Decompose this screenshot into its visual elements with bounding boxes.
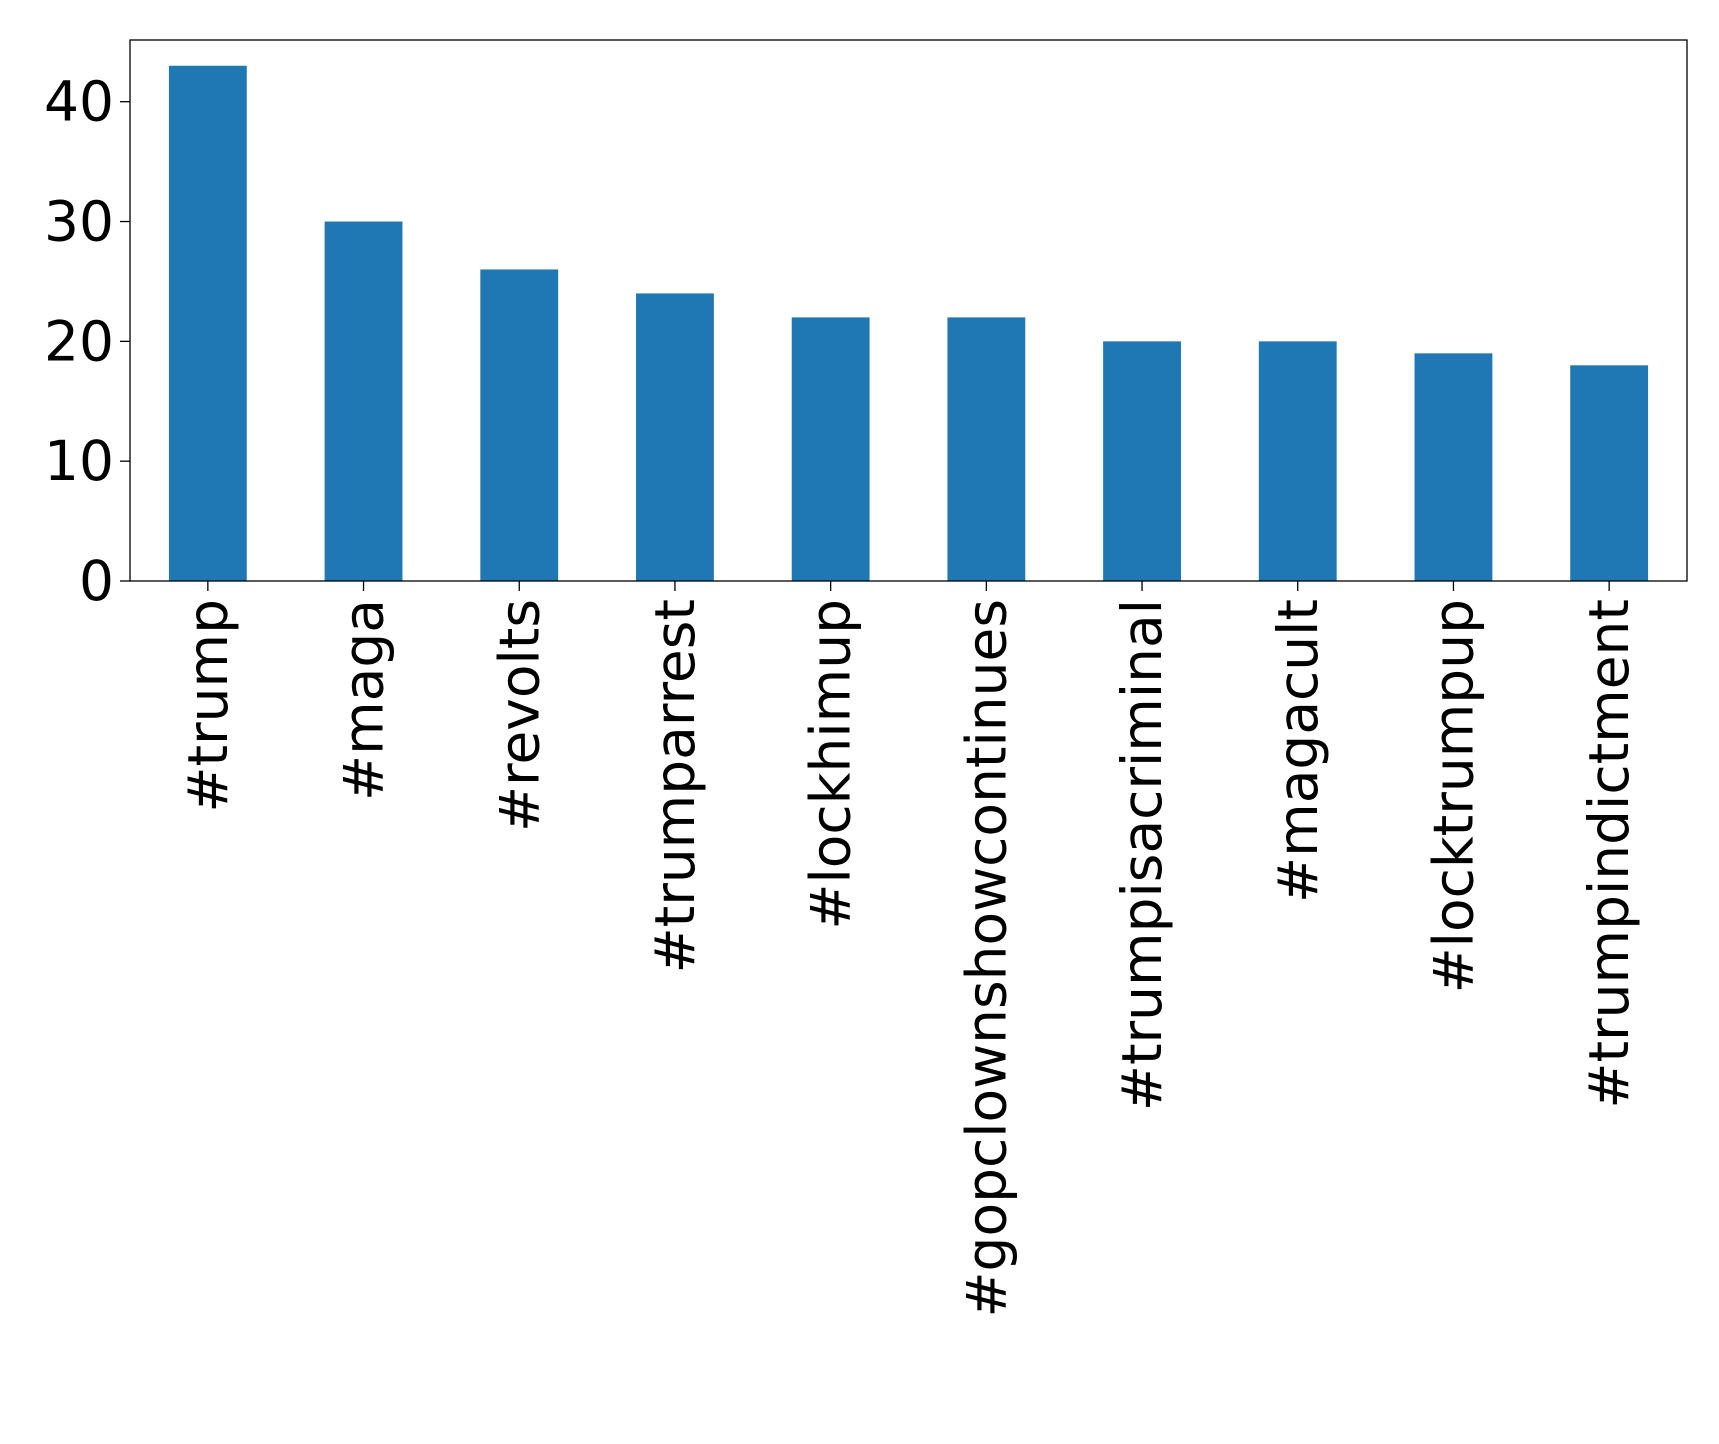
- y-tick-label: 20: [44, 309, 114, 373]
- bar: [947, 317, 1026, 581]
- bar: [1258, 341, 1337, 581]
- x-tick-label: #trumpisacriminal: [1110, 599, 1174, 1111]
- y-tick-label: 40: [44, 70, 114, 134]
- bar: [1103, 341, 1181, 581]
- bar: [1570, 365, 1649, 581]
- y-tick-label: 0: [79, 549, 114, 613]
- bar: [324, 221, 403, 581]
- x-tick-label: #revolts: [487, 599, 551, 832]
- bar: [480, 269, 559, 581]
- bar: [791, 317, 870, 581]
- x-tick-label: #magacult: [1266, 599, 1330, 903]
- y-tick-label: 10: [44, 429, 114, 493]
- x-tick-label: #gopclownshowcontinues: [954, 599, 1018, 1318]
- plot-frame: [129, 39, 1688, 582]
- x-tick-label: #trumpindictment: [1577, 599, 1641, 1109]
- bar: [1414, 353, 1493, 581]
- bar: [636, 293, 714, 581]
- y-tick-label: 30: [44, 190, 114, 254]
- x-tick-label: #locktrumpup: [1421, 599, 1485, 993]
- x-tick-label: #maga: [332, 599, 396, 801]
- x-tick-label: #trumparrest: [643, 599, 707, 973]
- bar: [168, 65, 247, 581]
- x-tick-label: #trump: [176, 599, 240, 813]
- x-tick-label: #lockhimup: [799, 599, 863, 930]
